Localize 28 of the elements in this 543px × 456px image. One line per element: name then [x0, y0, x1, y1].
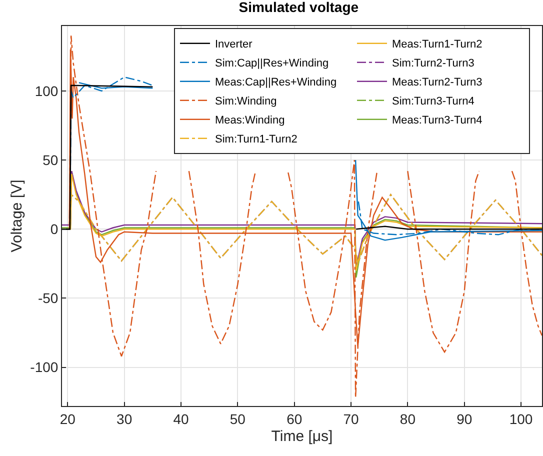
legend-label: Inverter [215, 38, 253, 51]
legend-label: Meas:Winding [215, 114, 285, 127]
x-tick-label: 80 [400, 410, 416, 427]
x-tick-label: 30 [116, 410, 132, 427]
legend-label: Sim:Cap||Res+Winding [215, 58, 329, 70]
y-tick-label: 0 [50, 221, 58, 238]
y-tick-label: 100 [34, 82, 58, 99]
legend-label: Sim:Winding [215, 96, 277, 108]
legend-label: Meas:Turn2-Turn3 [392, 76, 482, 89]
y-tick-label: -50 [38, 290, 58, 306]
x-tick-label: 40 [173, 410, 190, 427]
y-tick-label: 50 [42, 152, 58, 168]
x-tick-label: 20 [60, 410, 76, 427]
x-tick-label: 90 [456, 410, 472, 427]
legend-label: Sim:Turn3-Turn4 [392, 96, 474, 108]
x-tick-label: 50 [230, 410, 246, 427]
y-tick-label: -100 [30, 359, 58, 376]
chart-title: Simulated voltage [238, 0, 359, 16]
legend-label: Sim:Turn1-Turn2 [215, 134, 298, 146]
x-tick-label: 70 [343, 410, 360, 427]
x-tick-label: 60 [286, 410, 302, 427]
legend-label: Meas:Cap||Res+Winding [215, 76, 337, 89]
legend-label: Meas:Turn1-Turn2 [392, 38, 482, 51]
legend-label: Sim:Turn2-Turn3 [392, 58, 474, 70]
y-axis-title: Voltage [V] [8, 180, 26, 252]
x-axis-title: Time [μs] [271, 428, 333, 445]
x-tick-label: 100 [509, 410, 533, 427]
legend-label: Meas:Turn3-Turn4 [392, 114, 482, 127]
